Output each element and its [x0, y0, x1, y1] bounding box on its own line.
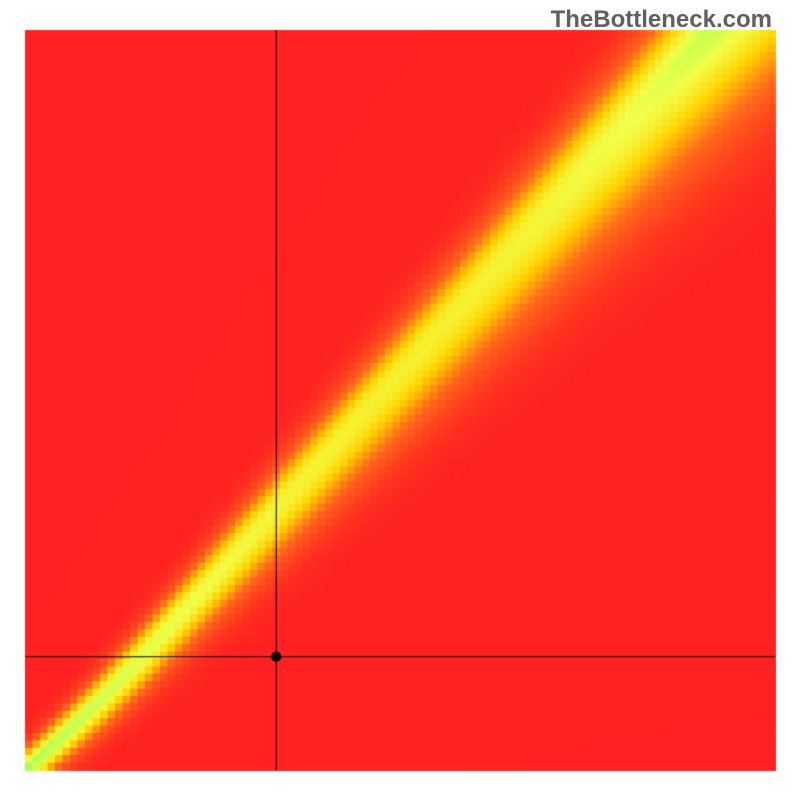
chart-container: TheBottleneck.com — [0, 0, 800, 800]
watermark-text: TheBottleneck.com — [551, 6, 772, 34]
bottleneck-heatmap — [0, 0, 800, 800]
